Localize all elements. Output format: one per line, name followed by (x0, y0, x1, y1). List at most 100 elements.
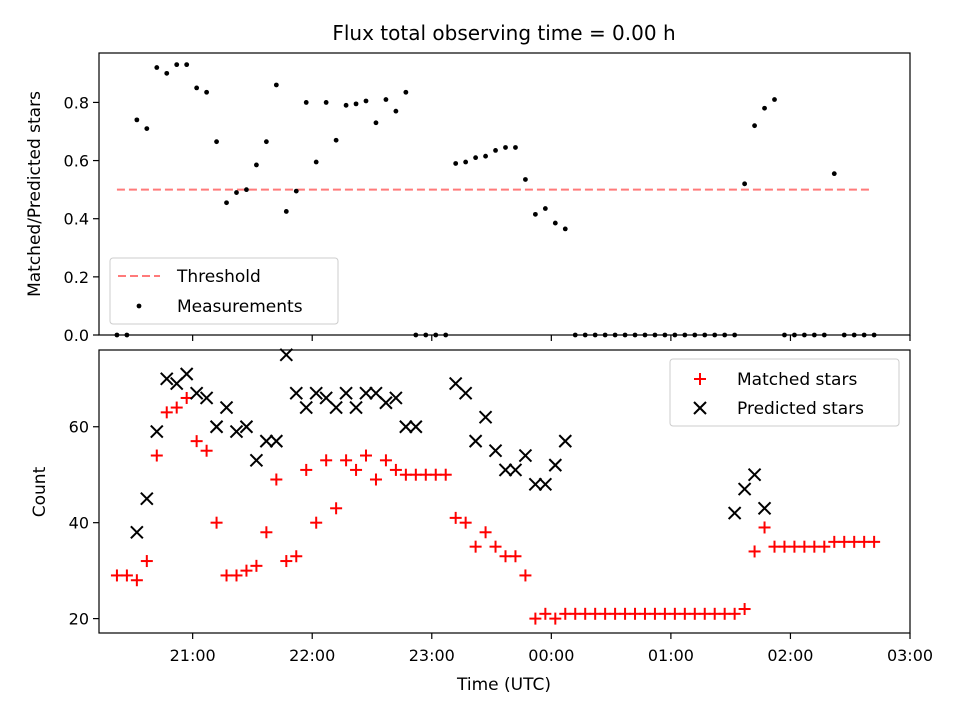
bottom-y-tick-label: 40 (69, 514, 89, 533)
measurement-point (772, 97, 777, 102)
measurement-point (742, 181, 748, 187)
predicted-star-point (359, 386, 373, 400)
matched-star-point (320, 454, 333, 467)
predicted-stars-series (130, 348, 772, 539)
measurement-point (184, 62, 190, 68)
measurement-point (224, 200, 229, 206)
matched-star-point (449, 511, 462, 524)
legend-measurements-label: Measurements (177, 297, 303, 317)
predicted-star-point (150, 424, 164, 439)
predicted-star-point (727, 506, 742, 520)
measurement-point (254, 162, 259, 168)
measurement-point (493, 147, 498, 153)
matched-star-point (479, 526, 492, 539)
top-panel: Flux total observing time = 0.00 h 0.00.… (25, 21, 911, 345)
predicted-star-point (518, 448, 533, 463)
measurement-point (263, 139, 269, 145)
matched-star-point (539, 607, 552, 620)
measurement-point (283, 209, 289, 214)
predicted-star-point (538, 477, 553, 492)
top-y-tick-label: 0.4 (64, 210, 89, 229)
matched-star-point (270, 473, 283, 486)
bottom-y-tick-label: 60 (69, 418, 89, 437)
measurement-point (363, 98, 369, 104)
predicted-star-point (179, 367, 194, 381)
top-y-tick-label: 0.8 (64, 93, 89, 112)
predicted-star-point (259, 434, 274, 448)
matched-star-point (120, 569, 133, 582)
predicted-star-point (349, 400, 363, 415)
matched-star-point (758, 521, 771, 534)
measurement-point (552, 220, 558, 226)
matched-star-point (240, 564, 253, 577)
bottom-legend: Matched stars Predicted stars (669, 358, 900, 427)
matched-star-point (160, 406, 173, 419)
predicted-star-point (339, 386, 353, 400)
bottom-y-tick-label: 20 (69, 610, 89, 629)
top-x-axis (192, 335, 911, 341)
measurement-point (353, 101, 359, 107)
measurement-point (513, 145, 518, 150)
legend-measurements-swatch (136, 303, 142, 309)
predicted-star-point (279, 348, 294, 362)
matched-star-point (130, 574, 143, 587)
measurement-point (343, 102, 349, 108)
x-axis-label: Time (UTC) (456, 675, 551, 695)
bottom-x-tick-label: 03:00 (887, 646, 933, 665)
bottom-legend-box (669, 358, 900, 427)
matched-star-point (350, 463, 363, 476)
matched-star-point (310, 516, 323, 529)
matched-star-point (459, 516, 472, 529)
predicted-star-point (498, 463, 513, 477)
matched-star-point (868, 535, 881, 548)
bottom-y-axis-label: Count (30, 466, 50, 517)
matched-star-point (360, 449, 373, 462)
bottom-x-tick-label: 02:00 (767, 646, 813, 665)
predicted-star-point (548, 458, 563, 472)
bottom-x-tick-label: 21:00 (170, 646, 216, 665)
top-y-tick-label: 0.6 (64, 152, 89, 171)
predicted-star-point (289, 386, 303, 400)
measurement-point (204, 89, 210, 95)
matched-star-point (140, 555, 153, 568)
matched-star-point (509, 550, 522, 563)
measurement-point (313, 159, 319, 165)
predicted-star-point (737, 482, 752, 496)
measurement-point (403, 89, 409, 95)
top-plot-frame (98, 52, 911, 336)
top-legend: Threshold Measurements (109, 257, 339, 325)
predicted-star-point (478, 410, 493, 424)
matched-star-point (150, 449, 163, 462)
measurement-point (463, 159, 469, 165)
matched-star-point (728, 607, 741, 620)
top-y-tick-label: 0.2 (64, 268, 89, 287)
measurement-point (303, 100, 309, 105)
bottom-panel: 20 40 60 21:00 22:00 23:00 00:00 01:00 02:00 03:… (30, 348, 933, 695)
measurement-point (144, 126, 150, 131)
measurement-point (762, 105, 767, 111)
measurement-point (293, 188, 299, 194)
measurement-point (453, 161, 459, 166)
measurement-point (483, 153, 488, 159)
matched-star-point (210, 516, 223, 529)
matched-star-point (529, 612, 542, 625)
matched-star-point (230, 569, 243, 582)
bottom-plot-frame (98, 349, 911, 634)
predicted-star-point (269, 434, 284, 448)
predicted-star-point (329, 400, 343, 415)
predicted-star-point (468, 434, 483, 448)
matched-star-point (260, 526, 273, 539)
legend-matched-swatch (694, 373, 706, 385)
matched-star-point (389, 463, 402, 476)
matched-star-point (519, 569, 532, 582)
matched-star-point (290, 550, 303, 563)
predicted-star-point (409, 420, 423, 434)
matched-star-point (748, 545, 761, 558)
bottom-x-tick-label: 22:00 (289, 646, 335, 665)
measurement-point (373, 120, 379, 126)
bottom-x-tick-label: 00:00 (528, 646, 574, 665)
predicted-star-point (160, 372, 174, 386)
measurement-point (194, 85, 200, 91)
bottom-x-axis: 21:00 22:00 23:00 00:00 01:00 02:00 03:00 (170, 633, 933, 665)
